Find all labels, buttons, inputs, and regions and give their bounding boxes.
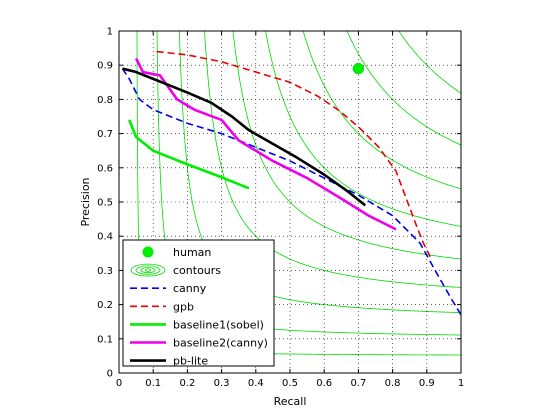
- series-canny: [121, 68, 461, 316]
- legend-box: [122, 239, 275, 367]
- x-tick-label: 0.5: [282, 378, 298, 389]
- iso-f-contour: [346, 31, 461, 146]
- legend-swatch: [142, 246, 154, 258]
- series-layer: [121, 50, 461, 316]
- y-tick-label: 0.9: [97, 61, 113, 72]
- x-tick-label: 0.1: [145, 378, 161, 389]
- legend-label: pb-lite: [173, 355, 208, 368]
- series-baseline2-canny: [134, 57, 397, 231]
- x-tick-label: 0.9: [419, 378, 435, 389]
- y-tick-label: 0.1: [97, 334, 113, 345]
- x-axis-label: Recall: [274, 395, 307, 408]
- x-tick-label: 0.3: [214, 378, 230, 389]
- series-pb-lite: [122, 67, 367, 207]
- legend-item-baseline2-canny: baseline2(canny): [130, 337, 268, 350]
- x-tick-label: 1: [458, 378, 464, 389]
- x-tick-label: 0.7: [350, 378, 366, 389]
- legend: human contours canny gpb baseline1(sobel) bas…: [122, 239, 275, 368]
- x-tick-label: 0.8: [385, 378, 401, 389]
- legend-label: canny: [173, 282, 207, 295]
- y-tick-label: 0.2: [97, 300, 113, 311]
- legend-label: human: [173, 246, 211, 259]
- legend-item-pb-lite: pb-lite: [130, 355, 208, 368]
- x-tick-label: 0.4: [248, 378, 264, 389]
- x-tick-label: 0.2: [179, 378, 195, 389]
- legend-item-gpb: gpb: [130, 300, 194, 313]
- legend-item-human: human: [142, 246, 211, 259]
- x-tick-label: 0.6: [316, 378, 332, 389]
- ticks: 0 0.1 0.2 0.3 0.4 0.5 0.6 0.7 0.8 0.9 1 0 0.1 0.2 0.3 0…: [97, 27, 464, 390]
- legend-label: gpb: [173, 300, 194, 313]
- y-tick-label: 0: [107, 369, 113, 380]
- legend-item-contours: contours: [130, 263, 221, 277]
- y-tick-label: 0.7: [97, 129, 113, 140]
- x-tick-label: 0: [116, 378, 122, 389]
- iso-f-contour: [265, 31, 461, 227]
- legend-label: contours: [173, 264, 221, 277]
- y-tick-label: 0.6: [97, 163, 113, 174]
- y-tick-label: 0.4: [97, 232, 113, 243]
- series-baseline1-sobel: [128, 119, 250, 190]
- legend-item-baseline1-sobel: baseline1(sobel): [130, 318, 264, 331]
- y-tick-label: 0.3: [97, 266, 113, 277]
- legend-label: baseline2(canny): [173, 337, 268, 350]
- series-gpb: [156, 50, 431, 258]
- y-tick-label: 1: [107, 27, 113, 38]
- legend-label: baseline1(sobel): [173, 318, 264, 331]
- legend-swatch: [130, 263, 166, 277]
- iso-f-contour: [398, 31, 461, 94]
- y-axis-label: Precision: [79, 177, 92, 226]
- human-point: [352, 62, 365, 75]
- y-tick-label: 0.8: [97, 95, 113, 106]
- iso-f-contour: [232, 31, 461, 260]
- legend-item-canny: canny: [130, 282, 207, 295]
- y-tick-label: 0.5: [97, 198, 113, 209]
- iso-f-contour: [302, 31, 461, 190]
